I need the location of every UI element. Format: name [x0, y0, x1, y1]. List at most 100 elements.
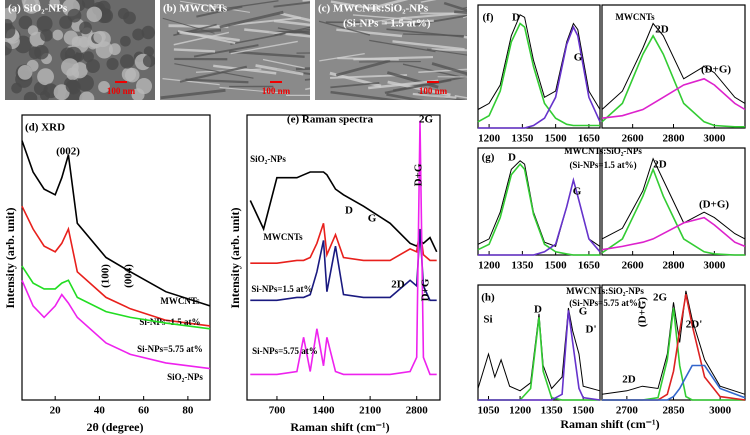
grain: [120, 54, 135, 69]
x-tick-label: 2100: [359, 405, 382, 417]
grain: [17, 65, 33, 80]
peak-label: (004): [123, 264, 135, 288]
grain: [79, 21, 92, 35]
peak-label: D+G: [413, 163, 425, 186]
scale-label: 100 nm: [262, 86, 291, 96]
x-tick-label: 40: [94, 405, 106, 417]
series-line: [477, 162, 600, 256]
grain: [18, 15, 33, 30]
x-tick-label: 1500: [545, 260, 568, 272]
sem-image: (a) SiO₂-NPs 100 nm: [5, 0, 155, 100]
fiber: [274, 26, 310, 36]
chart-subtitle: (Si-NPs=5.75 at%): [569, 298, 641, 308]
fiber: [277, 27, 310, 35]
x-tick-label: 1650: [578, 133, 601, 145]
chart-title: (e) Raman spectra: [287, 114, 374, 126]
x-tick-label: 1350: [511, 260, 534, 272]
peak-label: G: [573, 186, 582, 198]
grain: [132, 28, 145, 41]
x-tick-label: 2800: [406, 405, 429, 417]
x-tick-label: 1200: [478, 260, 501, 272]
series-line: [601, 34, 745, 128]
series-line: [601, 77, 746, 119]
y-axis-label: Intensity (arb. unit): [3, 207, 17, 308]
fiber: [279, 12, 310, 22]
plot-frame: [21, 114, 211, 401]
grain: [53, 84, 70, 100]
texture: [160, 0, 310, 100]
series-label: MWCNTs: [160, 296, 200, 306]
grain: [23, 91, 38, 100]
x-tick-label: 1500: [545, 133, 568, 145]
peak-label: (D+G): [701, 64, 731, 76]
grain: [21, 0, 39, 9]
fiber: [392, 40, 465, 51]
fiber: [352, 14, 413, 21]
fiber: [368, 79, 439, 90]
grain: [52, 29, 64, 41]
series-line: [21, 279, 211, 370]
x-tick-label: 1500: [572, 405, 595, 417]
chart-subtitle: MWCNTs: [615, 12, 655, 22]
fiber: [196, 5, 243, 18]
fiber: [168, 24, 229, 29]
peak-label: D: [534, 304, 542, 316]
x-tick-label: 2700: [616, 405, 639, 417]
fiber: [273, 19, 310, 27]
grain: [124, 67, 140, 83]
series-label: Si-NPs=5.75 at%: [252, 346, 318, 356]
grain: [86, 59, 100, 74]
fiber: [279, 28, 310, 36]
peak-label: 2G: [419, 114, 434, 126]
fiber: [213, 64, 277, 75]
fiber: [386, 28, 465, 38]
peak-label: G: [368, 213, 377, 225]
x-axis-label: Raman shift (cm⁻¹): [560, 417, 659, 431]
fiber: [369, 39, 436, 53]
grain: [141, 25, 155, 40]
series-label: MWCNTs: [263, 232, 303, 242]
plot-frame: [246, 114, 441, 401]
x-tick-label: 20: [50, 405, 62, 417]
fiber: [335, 59, 391, 77]
fiber: [173, 48, 216, 53]
grain: [61, 58, 79, 76]
chart-title: (g): [482, 152, 495, 164]
peak-label: (002): [56, 146, 80, 158]
series-line: [21, 140, 211, 307]
grain: [37, 68, 54, 86]
x-tick-label: 60: [138, 405, 150, 417]
series-line: [250, 228, 437, 302]
x-tick-label: 1400: [313, 405, 336, 417]
image-label: (c) MWCNTs:SiO₂-NPs: [318, 3, 429, 15]
x-tick-label: 3000: [709, 405, 732, 417]
x-tick-label: 1650: [578, 260, 601, 272]
image-label: (a) SiO₂-NPs: [8, 3, 68, 15]
x-tick-label: 1200: [478, 133, 501, 145]
fiber: [330, 90, 402, 100]
image-label: (b) MWCNTs: [163, 3, 228, 15]
grain: [40, 28, 53, 42]
fiber: [160, 88, 226, 100]
grain: [86, 6, 103, 23]
x-tick-label: 1350: [511, 133, 534, 145]
series-line: [478, 25, 601, 129]
series-line: [478, 310, 601, 401]
chart-title: (h): [481, 292, 495, 304]
x-tick-label: 3000: [703, 133, 726, 145]
peak-label: 2D: [655, 24, 669, 36]
fiber: [230, 40, 298, 55]
fiber: [330, 0, 378, 11]
fiber: [185, 78, 249, 84]
fiber: [431, 48, 467, 52]
fiber: [177, 30, 236, 45]
scale-label: 100 nm: [419, 86, 448, 96]
peak-label: D': [586, 324, 597, 336]
y-axis-label: Intensity (arb. unit): [228, 207, 242, 308]
grain: [34, 44, 49, 60]
grain: [5, 41, 12, 56]
series-line: [601, 290, 746, 395]
series-line: [21, 265, 211, 330]
plot-frame: [477, 147, 601, 256]
